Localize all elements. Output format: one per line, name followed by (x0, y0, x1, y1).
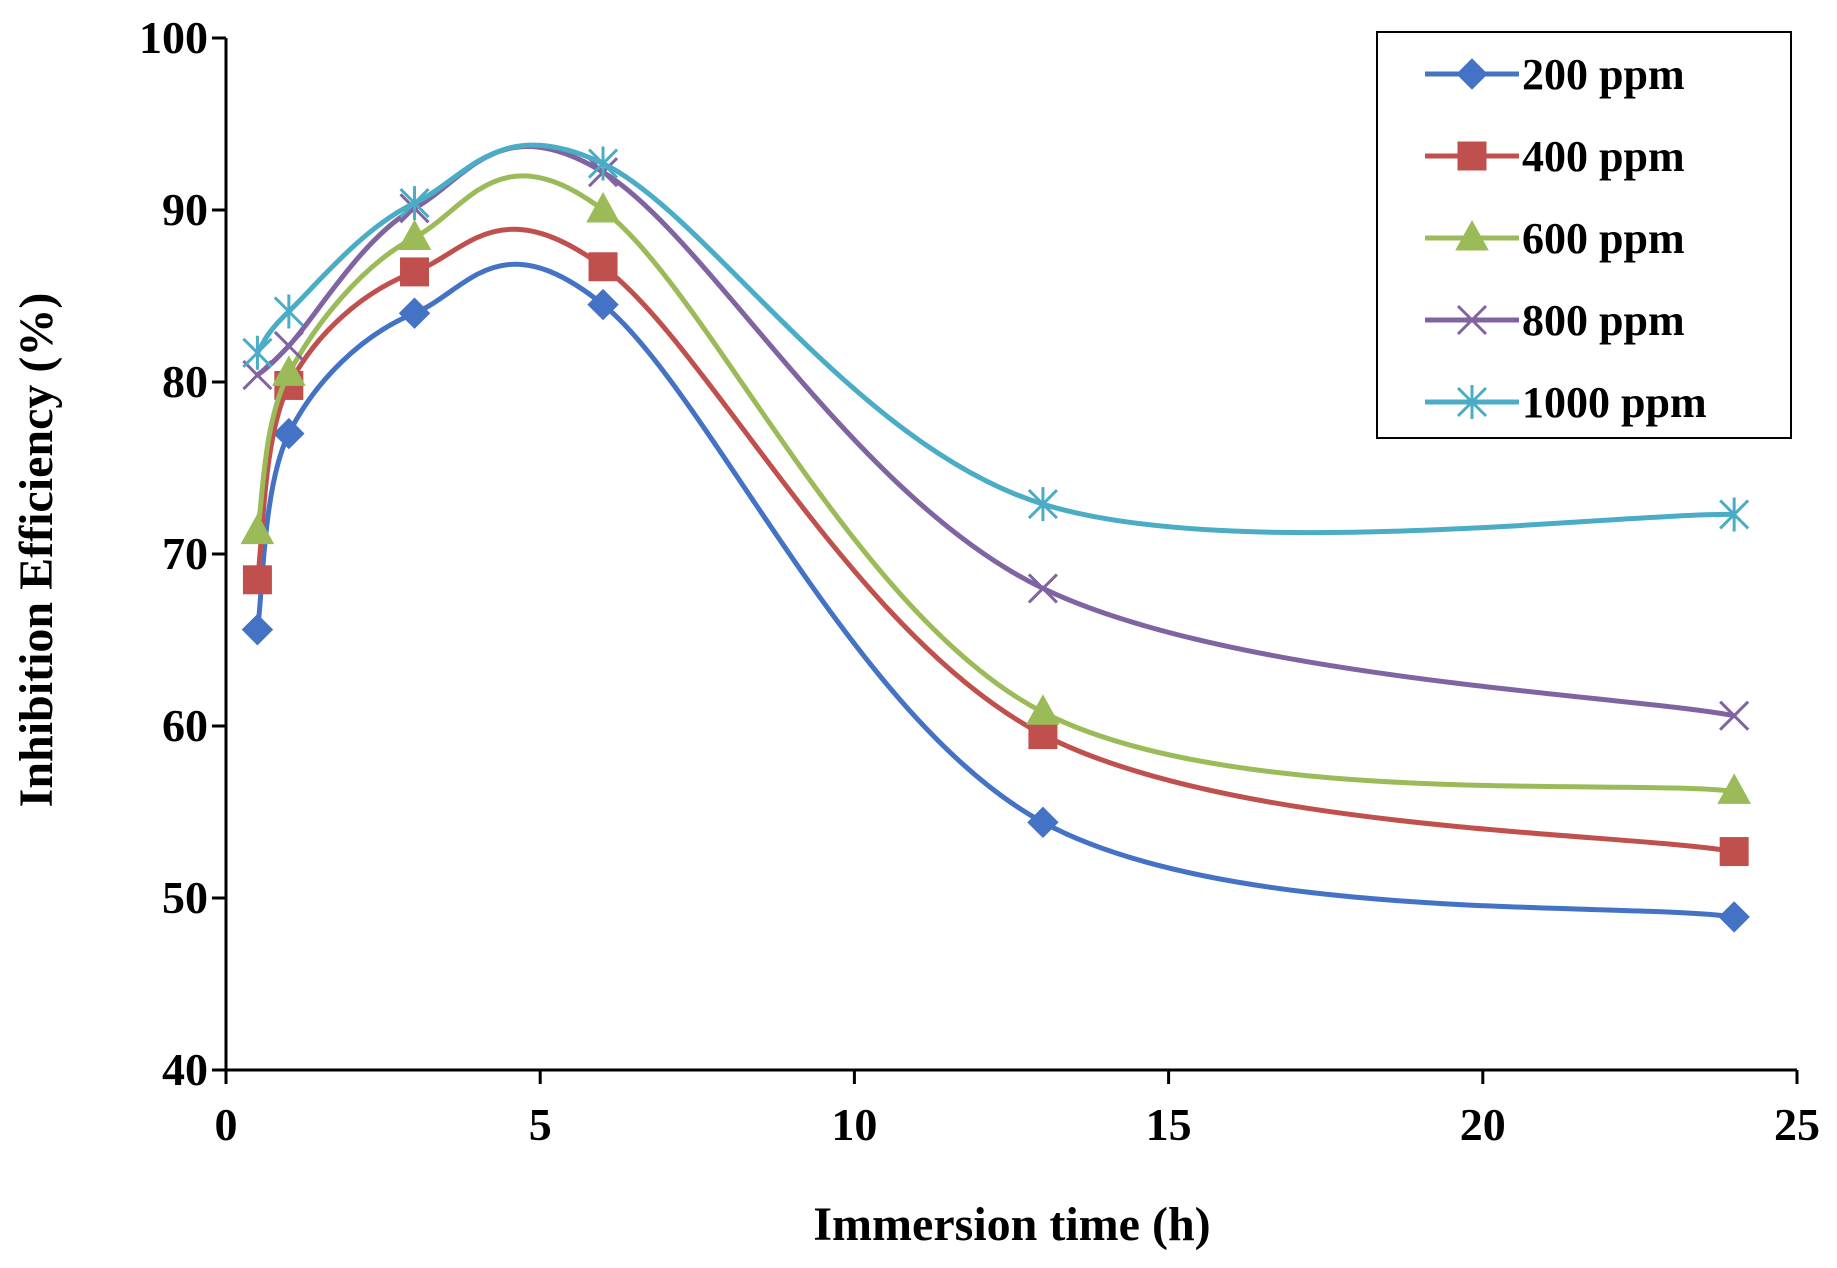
data-point (1027, 487, 1058, 522)
y-axis-title: Inhibition Efficiency (%) (10, 293, 63, 808)
y-tick-label: 80 (162, 356, 208, 407)
data-point (1719, 837, 1749, 867)
legend-label: 1000 ppm (1522, 378, 1707, 427)
legend-item: 400 ppm (1425, 132, 1685, 181)
legend-marker (1455, 219, 1489, 251)
data-point (587, 288, 619, 321)
legend-label: 600 ppm (1522, 214, 1685, 263)
data-point (1717, 773, 1752, 804)
data-point (1028, 720, 1058, 750)
legend-marker (1457, 141, 1487, 171)
data-point (1027, 806, 1059, 839)
data-point (1718, 901, 1750, 933)
series-line (254, 142, 1737, 536)
x-tick-label: 10 (831, 1099, 877, 1150)
data-point (1026, 694, 1060, 725)
legend-marker (1456, 58, 1488, 90)
legend-item: 600 ppm (1425, 214, 1685, 263)
x-tick-label: 0 (215, 1099, 238, 1150)
data-point (242, 335, 273, 370)
data-point (273, 330, 304, 361)
data-point (1027, 573, 1058, 604)
x-tick-label: 20 (1460, 1099, 1506, 1150)
series-layer (240, 142, 1752, 933)
data-point (273, 417, 305, 450)
y-tick-label: 40 (162, 1044, 208, 1095)
data-point (242, 565, 272, 595)
x-tick-label: 25 (1774, 1099, 1820, 1150)
legend-marker (1456, 304, 1488, 336)
series-600-ppm (240, 173, 1752, 804)
y-tick-label: 60 (162, 700, 208, 751)
data-point (271, 355, 306, 386)
y-tick-label: 70 (162, 528, 208, 579)
data-point (397, 219, 432, 251)
series-200-ppm (241, 261, 1750, 933)
legend-item: 200 ppm (1425, 50, 1685, 99)
legend-label: 800 ppm (1522, 296, 1685, 345)
data-point (273, 294, 304, 329)
legend-marker (1456, 385, 1488, 419)
x-tick-label: 5 (529, 1099, 552, 1150)
series-line (254, 144, 1737, 719)
legend-item: 1000 ppm (1425, 378, 1707, 427)
x-tick-label: 15 (1146, 1099, 1192, 1150)
y-tick-label: 100 (139, 12, 208, 63)
data-point (242, 360, 273, 391)
data-point (240, 513, 275, 545)
data-point (587, 146, 619, 181)
data-point (400, 257, 430, 287)
series-line (254, 173, 1737, 794)
legend: 200 ppm 400 ppm 600 ppm 800 ppm 1000 ppm (1376, 31, 1792, 439)
series-1000-ppm (242, 142, 1750, 536)
legend-label: 200 ppm (1522, 50, 1685, 99)
data-point (1719, 700, 1750, 731)
legend-item: 800 ppm (1425, 296, 1685, 345)
y-tick-label: 50 (162, 872, 208, 923)
data-point (588, 252, 618, 282)
legend-label: 400 ppm (1522, 132, 1685, 181)
data-point (1719, 497, 1750, 532)
axes-layer: 40 50 60 70 80 90 100 0 5 10 15 20 25 (139, 12, 1820, 1150)
data-point (586, 191, 620, 223)
y-tick-label: 90 (162, 184, 208, 235)
data-point (398, 297, 431, 329)
data-point (241, 613, 274, 646)
data-point (399, 186, 430, 221)
x-axis-title: Immersion time (h) (813, 1198, 1210, 1251)
legend-box (1376, 31, 1792, 439)
